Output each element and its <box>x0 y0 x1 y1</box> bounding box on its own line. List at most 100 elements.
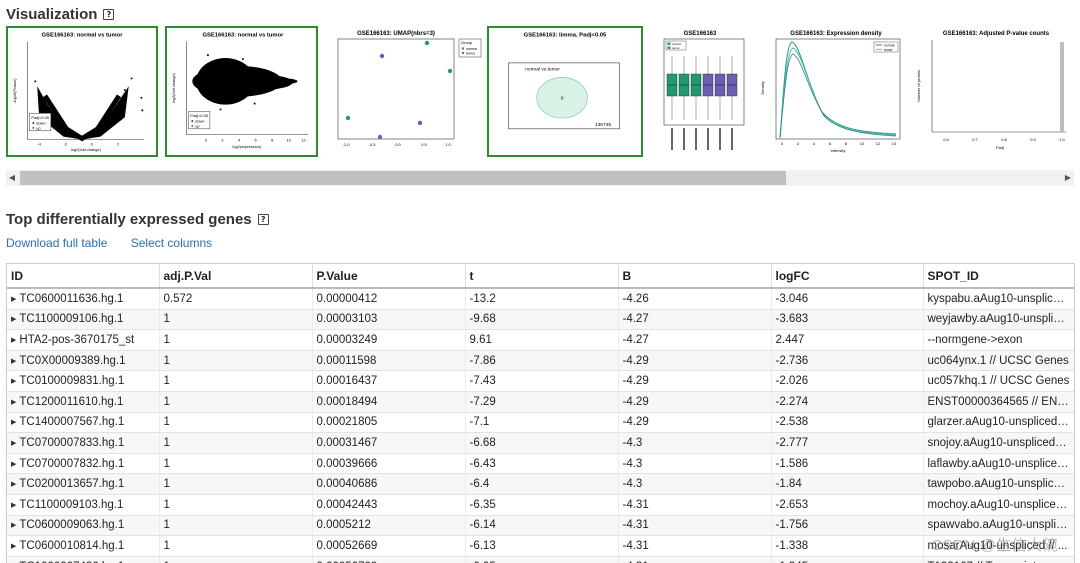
table-row[interactable]: ▶ TC0600010814.hg.1 1 0.00052669 -6.13 -4.31-… <box>7 535 1074 557</box>
scroll-left-arrow-icon[interactable]: ◀ <box>8 173 16 182</box>
expand-row-icon[interactable]: ▶ <box>11 522 17 530</box>
table-cell: 1 <box>159 370 313 392</box>
legend-label: down <box>36 120 45 125</box>
umap-plot-thumbnail[interactable]: GSE166163: UMAP(nbrs=3) Group normal tum… <box>324 26 484 157</box>
table-cell: 0.0005212 <box>312 515 466 537</box>
table-row[interactable]: ▶ TC0700007833.hg.1 1 0.00031467 -6.68 -4.3 -2… <box>7 432 1074 454</box>
expand-row-icon[interactable]: ▶ <box>11 481 17 489</box>
expand-row-icon[interactable]: ▶ <box>11 378 17 386</box>
table-row[interactable]: ▶ HTA2-pos-3670175_st 1 0.00003249 9.61 -4.27… <box>7 329 1074 351</box>
umap-plot: GSE166163: UMAP(nbrs=3) Group normal tum… <box>337 31 482 147</box>
x-tick: 2 <box>117 141 119 146</box>
table-row[interactable]: ▶ TC0600011636.hg.1 0.572 0.00000412 -13.2 -4… <box>7 288 1074 310</box>
table-row[interactable]: ▶ TC1100009103.hg.1 1 0.00042443 -6.35 -4.31-… <box>7 494 1074 516</box>
table-row[interactable]: ▶ TC0100009831.hg.1 1 0.00016437 -7.43 -4.29-… <box>7 370 1074 392</box>
table-row[interactable]: ▶ TC0X00009389.hg.1 1 0.00011598 -7.86 -4.29-… <box>7 350 1074 372</box>
padj-histogram-thumbnail[interactable]: GSE166163: Adjusted P-value counts 0.6 0… <box>910 26 1074 157</box>
column-header[interactable]: logFC <box>771 264 924 289</box>
legend-title: Padj<0.05 <box>31 115 49 120</box>
table-cell: mochoy.aAug10-unspliced // ... <box>923 494 1074 516</box>
x-tick: 12 <box>301 137 305 142</box>
scrollbar-thumb[interactable] <box>20 171 786 185</box>
table-cell: ▶ TC0600010814.hg.1 <box>7 535 160 557</box>
horizontal-scrollbar[interactable]: ◀ ▶ <box>6 170 1074 186</box>
chart-title: GSE166163: normal vs tumor <box>42 33 124 39</box>
expand-row-icon[interactable]: ▶ <box>11 419 17 427</box>
table-row[interactable]: ▶ TC0200013657.hg.1 1 0.00040686 -6.4 -4.3 -1.… <box>7 473 1074 495</box>
expand-row-icon[interactable]: ▶ <box>11 295 17 303</box>
table-cell: -1.345 <box>771 556 924 563</box>
table-row[interactable]: ▶ TC0600009063.hg.1 1 0.0005212 -6.14 -4.31 -1… <box>7 515 1074 537</box>
column-header[interactable]: P.Value <box>312 264 466 289</box>
table-cell: -4.29 <box>618 370 772 392</box>
md-plot-thumbnail[interactable]: GSE166163: normal vs tumor Padj<0.05 dow… <box>165 26 318 157</box>
table-cell: 2.447 <box>771 329 924 351</box>
table-row[interactable]: ▶ TC1400007567.hg.1 1 0.00021805 -7.1 -4.29 -2… <box>7 412 1074 434</box>
table-cell: uc057khq.1 // UCSC Genes <box>923 370 1074 392</box>
table-cell: -3.046 <box>771 288 924 310</box>
table-row[interactable]: ▶TC1000007436.hg.110.00056709-6.05-4.31-… <box>7 556 1074 563</box>
x-axis-label: log2(fold change) <box>71 147 102 152</box>
expand-row-icon[interactable]: ▶ <box>11 439 17 447</box>
scroll-right-arrow-icon[interactable]: ▶ <box>1064 173 1072 182</box>
density-plot-thumbnail[interactable]: GSE166163: Expression density normal tum… <box>756 26 906 157</box>
help-icon[interactable]: ? <box>257 214 269 225</box>
table-cell: 0.00031467 <box>312 432 466 454</box>
expand-row-icon[interactable]: ▶ <box>11 357 17 365</box>
table-cell: weyjawby.aAug10-unspliced... <box>923 309 1074 331</box>
chart-title: GSE166163: Adjusted P-value counts <box>943 31 1050 37</box>
table-cell: 0.00039666 <box>312 453 466 475</box>
table-cell: 1 <box>159 350 313 372</box>
table-cell: -4.29 <box>618 350 772 372</box>
outside-count: 136745 <box>595 122 612 128</box>
boxplot-thumbnail[interactable]: GSE166163 control tumor <box>652 26 748 157</box>
table-row[interactable]: ▶ TC1100009106.hg.1 1 0.00003103 -9.68 -4.27-… <box>7 309 1074 331</box>
column-header[interactable]: SPOT_ID <box>923 264 1074 289</box>
download-full-table-link[interactable]: Download full table <box>6 236 108 250</box>
expand-row-icon[interactable]: ▶ <box>11 316 17 324</box>
table-cell: ▶ TC1400007567.hg.1 <box>7 412 160 434</box>
venn-diagram-thumbnail[interactable]: GSE166163: limma, Padj<0.05 normal vs tu… <box>487 26 643 157</box>
x-tick: 14 <box>892 141 897 146</box>
x-tick: 8 <box>271 137 273 142</box>
table-cell: 1 <box>159 473 313 495</box>
x-tick: 0.8 <box>1001 137 1007 142</box>
table-cell: -1.586 <box>771 453 924 475</box>
expand-row-icon[interactable]: ▶ <box>11 542 17 550</box>
table-row[interactable]: ▶ TC0700007832.hg.1 1 0.00039666 -6.43 -4.3 -1… <box>7 453 1074 475</box>
table-cell: -2.777 <box>771 432 924 454</box>
table-cell: 0.00011598 <box>312 350 466 372</box>
legend-label: up <box>195 123 199 128</box>
expand-row-icon[interactable]: ▶ <box>11 398 17 406</box>
x-tick: 0 <box>91 141 93 146</box>
column-header[interactable]: t <box>465 264 619 289</box>
expand-row-icon[interactable]: ▶ <box>11 501 17 509</box>
x-tick: 10 <box>287 137 291 142</box>
column-header[interactable]: adj.P.Val <box>159 264 313 289</box>
genes-table-body: ▶ TC0600011636.hg.1 0.572 0.00000412 -13.2 -4… <box>7 288 1074 563</box>
select-columns-link[interactable]: Select columns <box>130 236 213 250</box>
table-row[interactable]: ▶ TC1200011610.hg.1 1 0.00018494 -7.29 -4.29-… <box>7 391 1074 413</box>
genes-heading: Top differentially expressed genes ? <box>6 211 269 228</box>
table-cell: -2.736 <box>771 350 924 372</box>
expand-row-icon[interactable]: ▶ <box>11 336 17 344</box>
genes-table: ID adj.P.Val P.Value t B logFC SPOT_ID ▶… <box>7 264 1074 563</box>
column-header[interactable]: B <box>618 264 772 289</box>
table-cell: -4.3 <box>618 453 772 475</box>
help-icon[interactable]: ? <box>103 9 115 20</box>
table-cell: -2.026 <box>771 370 924 392</box>
legend-label: tumor <box>884 48 894 52</box>
volcano-plot-thumbnail[interactable]: GSE166163: normal vs tumor Padj<0.05 dow… <box>6 26 158 157</box>
table-cell: 0.00052669 <box>312 535 466 557</box>
column-header[interactable]: ID <box>7 264 160 289</box>
table-cell: -4.31 <box>618 535 772 557</box>
table-cell: spawvabo.aAug10-unsplice... <box>923 515 1074 537</box>
venn-count: 0 <box>561 96 564 102</box>
expand-row-icon[interactable]: ▶ <box>11 460 17 468</box>
x-tick: 1.0 <box>445 142 451 147</box>
gene-id: TC0600009063.hg.1 <box>19 519 125 532</box>
gene-id: HTA2-pos-3670175_st <box>19 333 135 346</box>
table-cell: -4.27 <box>618 329 772 351</box>
table-cell: -7.43 <box>465 370 619 392</box>
chart-title: GSE166163: limma, Padj<0.05 <box>524 33 607 39</box>
